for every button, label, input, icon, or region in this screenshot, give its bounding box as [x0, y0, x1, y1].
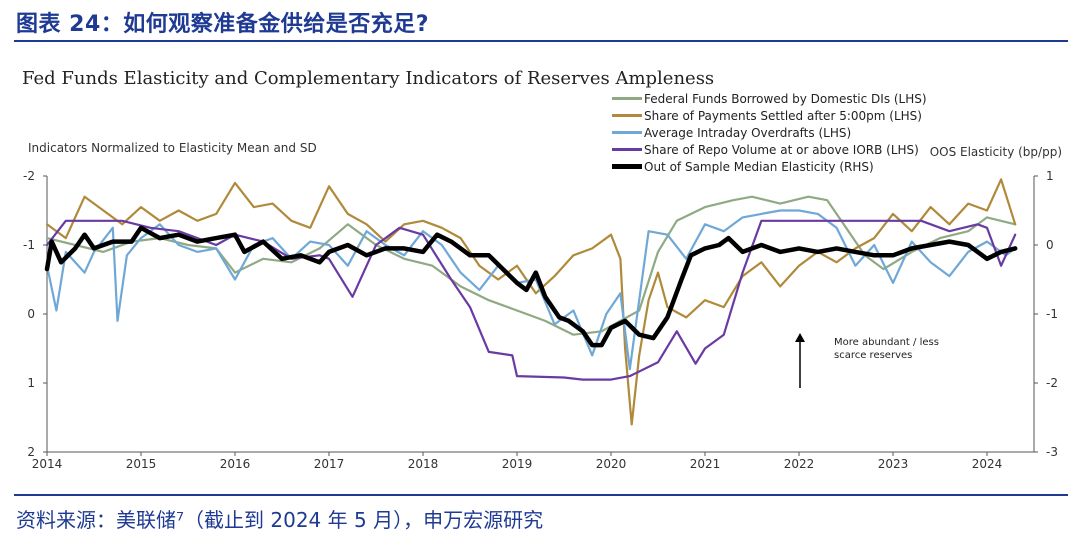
axes: -2 -1 0 1 2 1 0 -1 -2 -3 2014 2015 2016 2017 2018 2019 2… — [23, 169, 1058, 471]
x-tick-label: 2020 — [596, 457, 627, 471]
figure-title: 图表 24：如何观察准备金供给是否充足? — [16, 12, 430, 37]
annotation-line-2: scarce reserves — [834, 350, 912, 361]
right-axis-title: OOS Elasticity (bp/pp) — [929, 145, 1062, 159]
annotation-arrow-head — [795, 333, 805, 342]
right-tick-label: 1 — [1046, 169, 1054, 183]
x-tick-label: 2022 — [784, 457, 815, 471]
series-line-elasticity — [44, 225, 1018, 348]
series-lines — [44, 178, 1018, 426]
right-tick-label: -2 — [1046, 376, 1058, 390]
x-tick-label: 2016 — [220, 457, 251, 471]
right-tick-label: -3 — [1046, 445, 1058, 459]
legend-swatch-fed-funds — [612, 97, 642, 100]
x-tick-label: 2021 — [690, 457, 721, 471]
x-tick-label: 2019 — [502, 457, 533, 471]
chart-title: Fed Funds Elasticity and Complementary I… — [22, 68, 715, 89]
x-tick-label: 2014 — [32, 457, 63, 471]
legend-item-repo: Share of Repo Volume at or above IORB (L… — [612, 141, 927, 158]
left-tick-label: -2 — [23, 169, 35, 183]
x-tick-label: 2024 — [972, 457, 1003, 471]
source-divider — [14, 494, 1068, 496]
x-tick-label: 2015 — [126, 457, 157, 471]
left-tick-label: 1 — [27, 376, 35, 390]
legend-item-overdrafts: Average Intraday Overdrafts (LHS) — [612, 124, 927, 141]
legend-swatch-repo — [612, 148, 642, 151]
x-tick-label: 2023 — [878, 457, 909, 471]
chart-legend: Federal Funds Borrowed by Domestic DIs (… — [612, 90, 927, 175]
x-tick-label: 2018 — [408, 457, 439, 471]
series-line-payments — [45, 178, 1017, 426]
legend-item-elasticity: Out of Sample Median Elasticity (RHS) — [612, 158, 927, 175]
annotation: More abundant / less scarce reserves — [795, 333, 939, 388]
legend-label-fed-funds: Federal Funds Borrowed by Domestic DIs (… — [644, 91, 927, 106]
legend-label-repo: Share of Repo Volume at or above IORB (L… — [644, 142, 919, 157]
legend-swatch-overdrafts — [612, 131, 642, 134]
right-tick-label: 0 — [1046, 238, 1054, 252]
legend-label-overdrafts: Average Intraday Overdrafts (LHS) — [644, 125, 852, 140]
left-tick-label: -1 — [23, 238, 35, 252]
legend-label-payments: Share of Payments Settled after 5:00pm (… — [644, 108, 922, 123]
x-tick-label: 2017 — [314, 457, 345, 471]
source-note: 资料来源：美联储⁷（截止到 2024 年 5 月），申万宏源研究 — [16, 508, 544, 532]
legend-swatch-elasticity — [612, 164, 642, 169]
legend-item-payments: Share of Payments Settled after 5:00pm (… — [612, 107, 927, 124]
series-line-fed_funds — [45, 195, 1017, 336]
legend-item-fed-funds: Federal Funds Borrowed by Domestic DIs (… — [612, 90, 927, 107]
left-axis-title: Indicators Normalized to Elasticity Mean… — [28, 141, 317, 155]
left-tick-label: 0 — [27, 307, 35, 321]
legend-swatch-payments — [612, 114, 642, 117]
left-tick-label: 2 — [27, 445, 35, 459]
title-divider — [14, 40, 1068, 42]
legend-label-elasticity: Out of Sample Median Elasticity (RHS) — [644, 159, 874, 174]
annotation-line-1: More abundant / less — [834, 337, 939, 348]
right-tick-label: -1 — [1046, 307, 1058, 321]
